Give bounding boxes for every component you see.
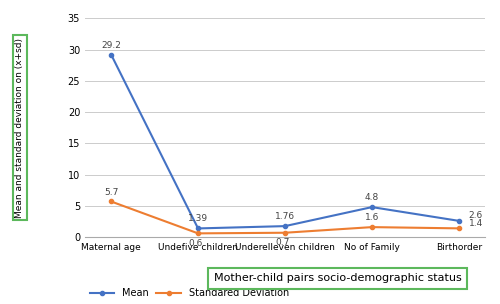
Legend: Mean, Standared Deviation: Mean, Standared Deviation bbox=[90, 288, 289, 298]
Text: 1.39: 1.39 bbox=[188, 215, 208, 223]
Text: 5.7: 5.7 bbox=[104, 188, 118, 196]
Text: 29.2: 29.2 bbox=[101, 40, 121, 50]
Text: 4.8: 4.8 bbox=[365, 193, 379, 202]
Text: Mother-child pairs socio-demographic status: Mother-child pairs socio-demographic sta… bbox=[214, 273, 462, 283]
Text: Mean and standard deviation on (x+sd): Mean and standard deviation on (x+sd) bbox=[16, 38, 24, 218]
Text: 1.76: 1.76 bbox=[275, 212, 295, 221]
Text: 0.6: 0.6 bbox=[188, 239, 202, 248]
Text: 2.6: 2.6 bbox=[468, 211, 482, 220]
Text: 1.4: 1.4 bbox=[468, 219, 482, 228]
Text: 1.6: 1.6 bbox=[365, 213, 379, 222]
Text: 0.7: 0.7 bbox=[275, 238, 289, 247]
